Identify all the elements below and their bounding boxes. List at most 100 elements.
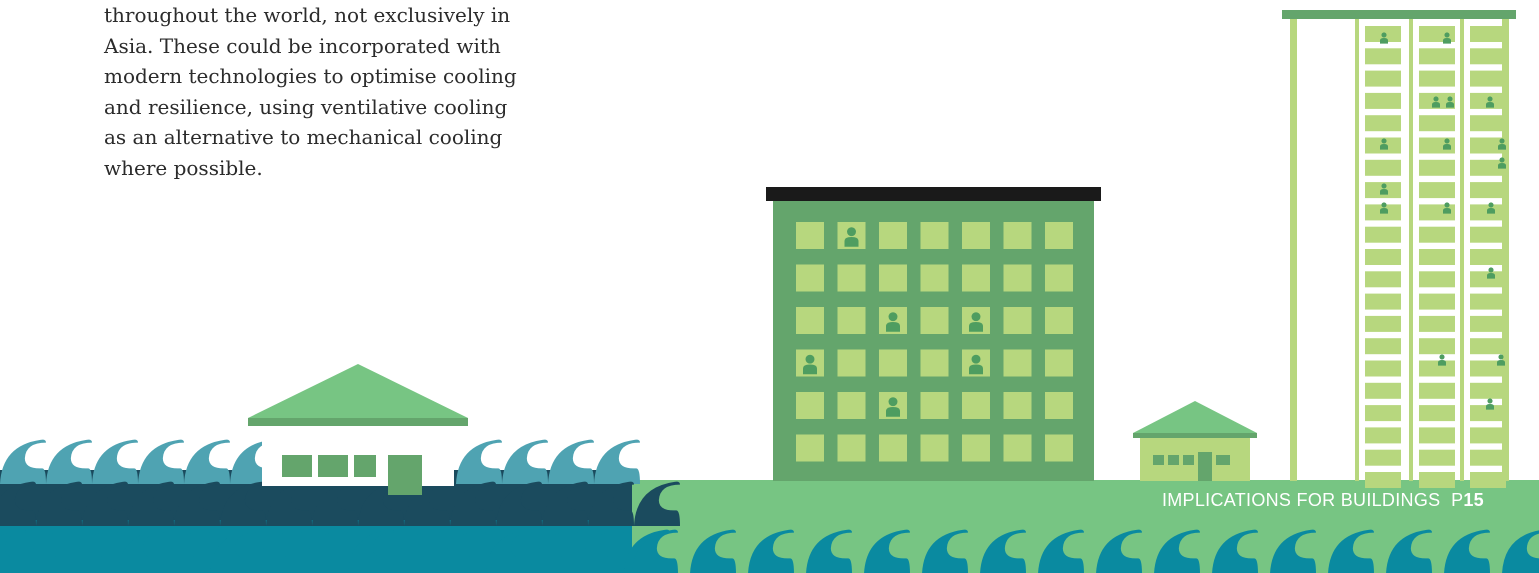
window [1045,349,1073,377]
tower-floor [1470,92,1506,109]
tower-floor [1470,249,1506,265]
tower-floor [1419,427,1455,444]
wave-crest [46,439,92,484]
window [1045,222,1073,249]
window [796,434,824,462]
wave-crest [502,439,548,484]
tower-floor [1419,382,1455,399]
page-footer: IMPLICATIONS FOR BUILDINGS P15 [0,490,1484,511]
tower-floor [1470,26,1506,42]
tower-floor [1365,382,1401,399]
tower-floor [1470,472,1506,488]
midrise-building [766,187,1101,481]
body-line: as an alternative to mechanical cooling [104,125,503,149]
tower-floor [1470,405,1506,422]
window [879,349,907,377]
tower-floor [1365,159,1401,176]
window [837,349,866,377]
tower-floor [1419,48,1455,65]
flooded-house [248,364,468,495]
page-prefix: P [1451,490,1464,510]
window [796,264,824,292]
window [920,222,949,249]
window [920,307,949,334]
window [796,392,824,419]
tower-floor [1470,159,1506,176]
tower-floor [1365,226,1401,243]
window [962,434,990,462]
window [837,307,866,334]
tower-floor [1365,338,1401,355]
tower-floor [1470,48,1506,65]
tower-floor [1365,293,1401,310]
window [1045,307,1073,334]
window [962,392,990,419]
window [837,264,866,292]
tower-floor [1419,182,1455,199]
tower-floor [1470,427,1506,444]
tower-floor [1365,449,1401,466]
wave-crest [138,439,184,484]
tower-floor [1419,472,1455,488]
tower-floor [1470,293,1506,310]
body-line: and resilience, using ventilative coolin… [104,94,508,119]
tower-floor [1419,293,1455,310]
tower-floor [1419,226,1455,243]
tower-floor [1365,271,1401,288]
person-icon [1486,398,1494,410]
window [1003,349,1032,377]
ground [632,480,1539,573]
tower-floor [1419,405,1455,422]
window [796,307,824,334]
tower-floor [1419,449,1455,466]
tower-floor [1419,271,1455,288]
section-title: IMPLICATIONS FOR BUILDINGS [1161,490,1441,510]
body-line: Asia. These could be incorporated with [104,33,501,58]
wave-crest [92,439,138,484]
tower-floor [1470,182,1506,199]
body-line: throughout the world, not exclusively in [104,3,511,27]
midrise-windows [796,222,1073,462]
window [962,264,990,292]
window [1003,264,1032,292]
window [920,264,949,292]
person-icon [1438,354,1446,366]
tower-floor [1419,26,1455,42]
tower-floor [1365,115,1401,132]
wave-crest [548,439,594,484]
window [1045,434,1073,462]
tower-floor [1419,360,1455,377]
tower-floor [1470,338,1506,355]
window [837,392,866,419]
window [1003,392,1032,419]
tower-floor [1470,226,1506,243]
window [920,434,949,462]
window [879,264,907,292]
tower-floor [1470,137,1506,154]
tower-floor [1470,382,1506,399]
tower-floor [1365,405,1401,422]
tower-floor [1365,92,1401,109]
tower-floor [1365,472,1401,488]
tower-floor [1470,70,1506,87]
page-number: 15 [1463,490,1484,510]
tower-floor [1419,315,1455,332]
small-house [1133,401,1257,481]
body-line: modern technologies to optimise cooling [104,64,517,88]
tower-floor [1365,427,1401,444]
tower-floor [1419,249,1455,265]
tower-floor [1470,315,1506,332]
tower-floor [1470,115,1506,132]
tower-floor [1470,271,1506,288]
wave-crest [594,439,640,484]
wave-crest [184,439,230,484]
tower-floor [1419,159,1455,176]
wave-crest [456,439,502,484]
window [962,222,990,249]
tower-floors [1365,26,1506,488]
window [837,434,866,462]
window [879,222,907,249]
window [879,434,907,462]
window [920,392,949,419]
